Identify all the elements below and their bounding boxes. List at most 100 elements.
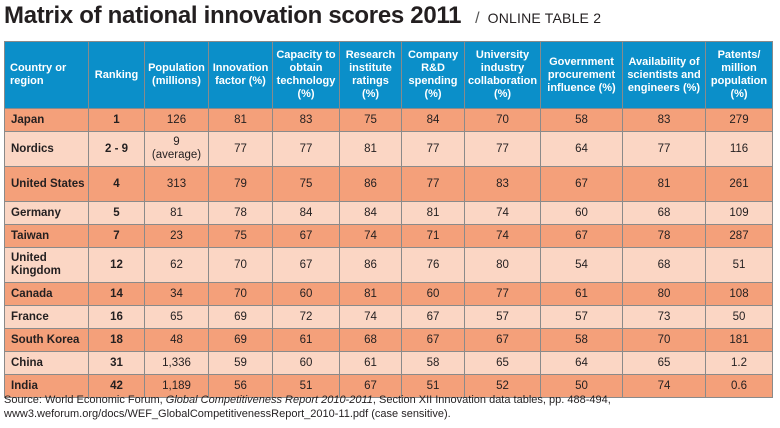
cell-research: 75 xyxy=(339,108,402,132)
cell-patents: 181 xyxy=(705,328,773,352)
table-row: United Kingdom 12 62 70 67 86 76 80 54 6… xyxy=(4,247,773,283)
column-header-university: University industry collaboration (%) xyxy=(464,41,541,109)
cell-country: United Kingdom xyxy=(4,247,89,283)
cell-university: 74 xyxy=(464,201,541,225)
source-suffix: , Section XII Innovation data tables, pp… xyxy=(4,394,611,420)
table-row: South Korea 18 48 69 61 68 67 67 58 70 1… xyxy=(4,328,773,352)
cell-capacity: 72 xyxy=(272,305,340,329)
cell-innovation: 79 xyxy=(208,166,273,202)
cell-scientists: 74 xyxy=(622,374,706,398)
cell-ranking: 14 xyxy=(88,282,145,306)
cell-ranking: 16 xyxy=(88,305,145,329)
cell-capacity: 67 xyxy=(272,247,340,283)
cell-ranking: 18 xyxy=(88,328,145,352)
cell-patents: 108 xyxy=(705,282,773,306)
page-title: Matrix of national innovation scores 201… xyxy=(4,2,462,29)
column-header-capacity: Capacity to obtain technology (%) xyxy=(272,41,340,109)
cell-ranking: 42 xyxy=(88,374,145,398)
cell-rd: 77 xyxy=(401,131,465,167)
cell-ranking: 12 xyxy=(88,247,145,283)
column-header-research: Research institute ratings (%) xyxy=(339,41,402,109)
cell-innovation: 70 xyxy=(208,282,273,306)
column-header-innovation: Innovation factor (%) xyxy=(208,41,273,109)
cell-capacity: 83 xyxy=(272,108,340,132)
cell-population: 23 xyxy=(144,224,209,248)
cell-patents: 261 xyxy=(705,166,773,202)
cell-patents: 109 xyxy=(705,201,773,225)
cell-innovation: 56 xyxy=(208,374,273,398)
cell-country: Canada xyxy=(4,282,89,306)
cell-scientists: 83 xyxy=(622,108,706,132)
table-header-row: Country or region Ranking Population (mi… xyxy=(4,41,773,109)
title-separator: / xyxy=(475,10,480,27)
cell-university: 83 xyxy=(464,166,541,202)
cell-government: 54 xyxy=(540,247,623,283)
cell-innovation: 77 xyxy=(208,131,273,167)
table-row: Canada 14 34 70 60 81 60 77 61 80 108 xyxy=(4,282,773,306)
cell-research: 61 xyxy=(339,351,402,375)
cell-innovation: 81 xyxy=(208,108,273,132)
cell-government: 64 xyxy=(540,351,623,375)
cell-research: 74 xyxy=(339,305,402,329)
cell-scientists: 65 xyxy=(622,351,706,375)
cell-scientists: 78 xyxy=(622,224,706,248)
table-row: Germany 5 81 78 84 84 81 74 60 68 109 xyxy=(4,201,773,225)
cell-ranking: 7 xyxy=(88,224,145,248)
cell-scientists: 77 xyxy=(622,131,706,167)
cell-country: United States xyxy=(4,166,89,202)
cell-innovation: 69 xyxy=(208,305,273,329)
column-header-rd: Company R&D spending (%) xyxy=(401,41,465,109)
column-header-scientists: Availability of scientists and engineers… xyxy=(622,41,706,109)
cell-ranking: 2 - 9 xyxy=(88,131,145,167)
cell-university: 74 xyxy=(464,224,541,248)
title-row: Matrix of national innovation scores 201… xyxy=(4,2,601,32)
cell-population: 34 xyxy=(144,282,209,306)
cell-rd: 67 xyxy=(401,305,465,329)
cell-innovation: 75 xyxy=(208,224,273,248)
cell-patents: 51 xyxy=(705,247,773,283)
cell-population: 62 xyxy=(144,247,209,283)
cell-patents: 1.2 xyxy=(705,351,773,375)
table-row: Taiwan 7 23 75 67 74 71 74 67 78 287 xyxy=(4,224,773,248)
cell-research: 84 xyxy=(339,201,402,225)
cell-patents: 287 xyxy=(705,224,773,248)
innovation-table: Country or region Ranking Population (mi… xyxy=(4,41,773,398)
column-header-government: Government procurement influence (%) xyxy=(540,41,623,109)
cell-capacity: 67 xyxy=(272,224,340,248)
cell-university: 70 xyxy=(464,108,541,132)
source-prefix: Source: World Economic Forum, xyxy=(4,394,166,406)
column-header-patents: Patents/ million population (%) xyxy=(705,41,773,109)
column-header-country: Country or region xyxy=(4,41,89,109)
cell-rd: 76 xyxy=(401,247,465,283)
cell-capacity: 77 xyxy=(272,131,340,167)
cell-university: 77 xyxy=(464,282,541,306)
cell-country: France xyxy=(4,305,89,329)
cell-government: 60 xyxy=(540,201,623,225)
cell-country: Nordics xyxy=(4,131,89,167)
table-row: Japan 1 126 81 83 75 84 70 58 83 279 xyxy=(4,108,773,132)
cell-scientists: 70 xyxy=(622,328,706,352)
cell-rd: 51 xyxy=(401,374,465,398)
cell-capacity: 61 xyxy=(272,328,340,352)
page-subtitle: ONLINE TABLE 2 xyxy=(487,10,602,26)
table-row: China 31 1,336 59 60 61 58 65 64 65 1.2 xyxy=(4,351,773,375)
cell-rd: 71 xyxy=(401,224,465,248)
cell-patents: 116 xyxy=(705,131,773,167)
cell-government: 57 xyxy=(540,305,623,329)
cell-rd: 60 xyxy=(401,282,465,306)
cell-population: 313 xyxy=(144,166,209,202)
cell-university: 52 xyxy=(464,374,541,398)
cell-government: 61 xyxy=(540,282,623,306)
cell-research: 81 xyxy=(339,282,402,306)
cell-capacity: 51 xyxy=(272,374,340,398)
cell-rd: 67 xyxy=(401,328,465,352)
table-row: United States 4 313 79 75 86 77 83 67 81… xyxy=(4,166,773,202)
cell-population: 81 xyxy=(144,201,209,225)
table-row: Nordics 2 - 9 9 (average) 77 77 81 77 77… xyxy=(4,131,773,167)
cell-scientists: 80 xyxy=(622,282,706,306)
cell-rd: 81 xyxy=(401,201,465,225)
cell-population: 48 xyxy=(144,328,209,352)
cell-country: Germany xyxy=(4,201,89,225)
cell-scientists: 68 xyxy=(622,247,706,283)
